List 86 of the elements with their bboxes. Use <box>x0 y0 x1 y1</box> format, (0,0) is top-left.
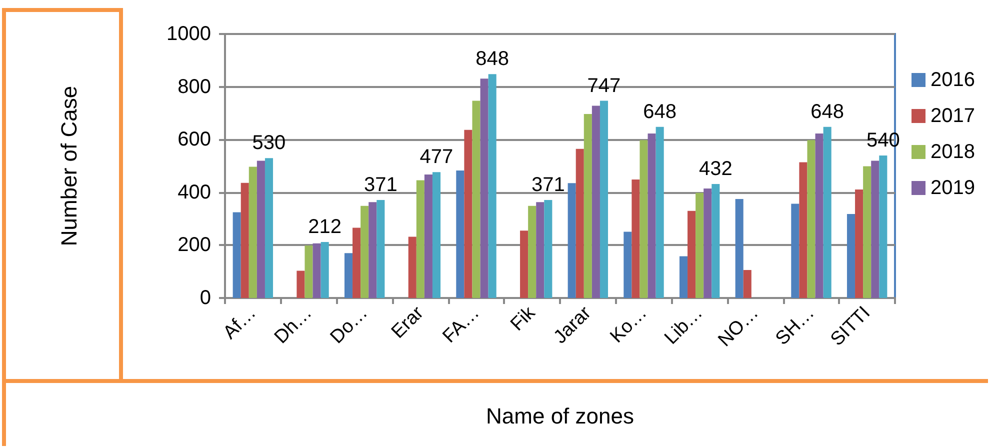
bar <box>823 126 832 298</box>
x-tick-label: Fik <box>506 302 540 336</box>
bar <box>296 270 305 298</box>
bar <box>656 126 664 298</box>
data-label: 371 <box>364 174 398 196</box>
bar <box>232 212 241 298</box>
bar <box>368 202 377 298</box>
bar <box>879 155 888 298</box>
bar <box>456 170 464 298</box>
bar <box>256 160 265 298</box>
data-label: 648 <box>643 100 677 123</box>
x-tick-label: Ko… <box>606 302 652 348</box>
bar <box>568 183 576 298</box>
x-axis-title: Name of zones <box>486 404 634 428</box>
bar <box>576 148 584 298</box>
bar <box>544 200 552 298</box>
bar <box>360 206 369 298</box>
bar <box>632 179 640 298</box>
data-label: 477 <box>420 146 454 168</box>
bar <box>696 192 704 298</box>
x-tick-label: NO… <box>714 302 763 351</box>
bar <box>807 140 816 298</box>
bar <box>799 162 808 298</box>
bar <box>376 200 385 298</box>
bar <box>304 245 313 298</box>
x-tick-label: Erar <box>388 302 428 343</box>
bar <box>735 199 744 298</box>
y-tick-label: 200 <box>178 234 211 256</box>
bar <box>536 202 544 298</box>
bar <box>528 206 536 298</box>
x-tick-label: Af… <box>219 302 260 344</box>
data-label: 432 <box>698 158 732 180</box>
data-label: 848 <box>476 48 510 70</box>
bar <box>432 172 441 298</box>
bar <box>408 236 416 298</box>
bar <box>855 189 864 298</box>
bar <box>815 134 824 298</box>
data-label: 530 <box>252 132 286 154</box>
bar <box>480 78 488 298</box>
bar <box>488 74 496 298</box>
x-tick-label: Do… <box>326 302 372 348</box>
bar <box>791 204 800 298</box>
bar <box>600 100 608 298</box>
bar <box>863 166 872 298</box>
bar <box>688 210 696 298</box>
bar <box>344 253 353 298</box>
y-axis-title: Number of Case <box>56 86 82 246</box>
legend-label: 2018 <box>930 141 976 163</box>
legend-label: 2016 <box>930 69 976 91</box>
bar <box>871 160 880 298</box>
bar <box>248 166 257 298</box>
bar <box>416 180 424 298</box>
data-label: 747 <box>587 74 621 97</box>
x-tick-label: Dh… <box>270 302 316 348</box>
bar <box>846 214 856 298</box>
bar <box>743 270 752 298</box>
bar <box>520 230 528 298</box>
data-label: 371 <box>531 174 565 196</box>
data-label: 648 <box>810 100 844 123</box>
bar <box>712 184 720 298</box>
x-tick-label: Lib… <box>660 302 708 349</box>
bar <box>312 243 321 298</box>
bar <box>592 106 600 298</box>
y-tick-label: 400 <box>178 181 211 204</box>
bar <box>352 228 361 298</box>
bar <box>624 232 632 298</box>
bar <box>648 134 656 298</box>
y-tick-label: 0 <box>200 287 211 309</box>
legend-label: 2017 <box>930 105 976 127</box>
bar <box>704 188 712 298</box>
legend-label: 2019 <box>930 177 976 199</box>
data-label: 212 <box>308 216 342 238</box>
y-tick-label: 800 <box>178 76 211 98</box>
bar <box>264 158 274 298</box>
bar <box>472 100 480 298</box>
bar <box>424 174 432 298</box>
x-tick-label: SH… <box>772 302 819 350</box>
bar <box>464 130 472 298</box>
bar <box>320 242 329 298</box>
bar <box>584 114 592 298</box>
y-tick-label: 600 <box>178 128 211 151</box>
bar <box>679 256 688 298</box>
bar <box>640 140 648 298</box>
bar <box>240 182 249 298</box>
y-tick-label: 1000 <box>166 23 211 45</box>
x-tick-label: FA… <box>438 302 484 348</box>
